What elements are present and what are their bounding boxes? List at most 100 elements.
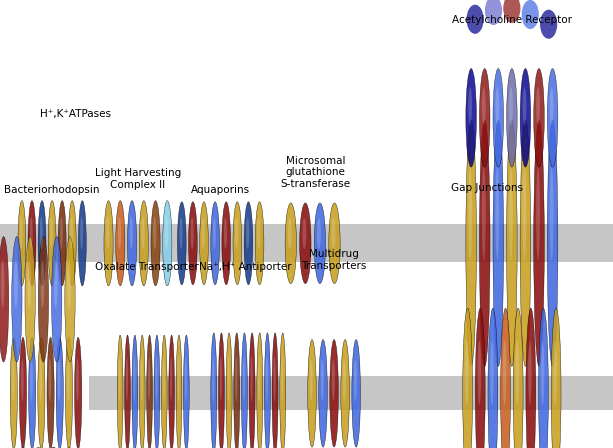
Ellipse shape (550, 87, 554, 125)
Ellipse shape (249, 333, 255, 448)
Ellipse shape (257, 333, 263, 448)
Ellipse shape (495, 167, 499, 260)
Ellipse shape (466, 69, 476, 167)
Ellipse shape (341, 340, 349, 447)
Ellipse shape (132, 335, 138, 448)
Ellipse shape (40, 260, 44, 308)
Ellipse shape (56, 337, 63, 448)
Ellipse shape (551, 308, 561, 448)
Text: Light Harvesting
Complex II: Light Harvesting Complex II (95, 168, 181, 190)
Ellipse shape (310, 360, 313, 401)
Ellipse shape (0, 237, 9, 362)
Ellipse shape (550, 167, 554, 260)
Ellipse shape (520, 69, 531, 167)
Ellipse shape (540, 10, 557, 39)
Ellipse shape (58, 201, 66, 286)
Ellipse shape (234, 333, 240, 448)
Ellipse shape (162, 201, 172, 286)
Ellipse shape (28, 201, 36, 286)
Ellipse shape (541, 340, 544, 405)
Ellipse shape (485, 0, 502, 25)
Ellipse shape (20, 337, 26, 448)
Ellipse shape (273, 356, 276, 402)
Ellipse shape (466, 120, 476, 366)
Ellipse shape (479, 120, 490, 366)
Ellipse shape (70, 217, 73, 249)
Ellipse shape (314, 203, 326, 284)
Ellipse shape (281, 356, 283, 402)
Ellipse shape (235, 218, 238, 249)
Ellipse shape (534, 69, 544, 167)
Ellipse shape (104, 201, 113, 286)
Ellipse shape (506, 120, 517, 366)
Ellipse shape (255, 202, 264, 285)
Ellipse shape (30, 217, 32, 249)
Ellipse shape (151, 201, 160, 286)
Text: Na⁺,H⁺ Antiporter: Na⁺,H⁺ Antiporter (199, 262, 292, 271)
Ellipse shape (302, 218, 306, 249)
Text: Acetylcholine Receptor: Acetylcholine Receptor (452, 15, 572, 25)
Ellipse shape (139, 201, 148, 286)
Ellipse shape (118, 217, 121, 249)
Ellipse shape (212, 356, 215, 402)
Ellipse shape (522, 0, 539, 29)
Ellipse shape (202, 218, 205, 249)
Ellipse shape (12, 237, 22, 362)
Ellipse shape (233, 202, 242, 285)
Ellipse shape (463, 308, 473, 448)
Ellipse shape (287, 218, 292, 249)
Ellipse shape (354, 360, 357, 401)
Ellipse shape (21, 358, 24, 401)
Ellipse shape (154, 335, 160, 448)
Ellipse shape (189, 202, 197, 285)
Text: Multidrug
Transporters: Multidrug Transporters (302, 249, 367, 271)
Ellipse shape (493, 120, 503, 366)
Ellipse shape (343, 360, 346, 401)
Ellipse shape (180, 218, 183, 249)
Ellipse shape (183, 335, 189, 448)
Ellipse shape (503, 0, 520, 23)
Ellipse shape (80, 217, 83, 249)
Ellipse shape (185, 357, 187, 401)
Ellipse shape (38, 337, 45, 448)
Ellipse shape (547, 120, 558, 366)
Ellipse shape (352, 340, 360, 447)
Ellipse shape (38, 201, 46, 286)
Ellipse shape (50, 217, 53, 249)
Ellipse shape (1, 260, 4, 308)
Ellipse shape (332, 360, 335, 401)
Ellipse shape (148, 357, 150, 401)
Ellipse shape (65, 237, 75, 362)
Ellipse shape (126, 357, 128, 401)
Ellipse shape (251, 356, 253, 402)
Ellipse shape (133, 357, 135, 401)
Ellipse shape (10, 337, 17, 448)
Ellipse shape (118, 357, 121, 401)
Ellipse shape (218, 333, 224, 448)
Ellipse shape (226, 333, 232, 448)
Ellipse shape (227, 356, 230, 402)
Ellipse shape (506, 69, 517, 167)
Text: Gap Junctions: Gap Junctions (451, 183, 524, 193)
Ellipse shape (475, 308, 485, 448)
Ellipse shape (47, 337, 54, 448)
Text: Bacteriorhodopsin: Bacteriorhodopsin (4, 185, 100, 195)
Ellipse shape (495, 87, 499, 125)
Ellipse shape (211, 333, 217, 448)
Bar (89, 376, 613, 410)
Ellipse shape (235, 356, 237, 402)
Ellipse shape (14, 260, 18, 308)
Ellipse shape (490, 340, 494, 405)
Ellipse shape (161, 335, 167, 448)
Ellipse shape (246, 218, 249, 249)
Ellipse shape (257, 218, 261, 249)
Ellipse shape (106, 217, 109, 249)
Ellipse shape (124, 335, 131, 448)
Ellipse shape (503, 340, 506, 405)
Ellipse shape (536, 87, 540, 125)
Ellipse shape (12, 358, 15, 401)
Ellipse shape (75, 337, 82, 448)
Ellipse shape (39, 358, 42, 401)
Ellipse shape (191, 218, 194, 249)
Ellipse shape (162, 357, 165, 401)
